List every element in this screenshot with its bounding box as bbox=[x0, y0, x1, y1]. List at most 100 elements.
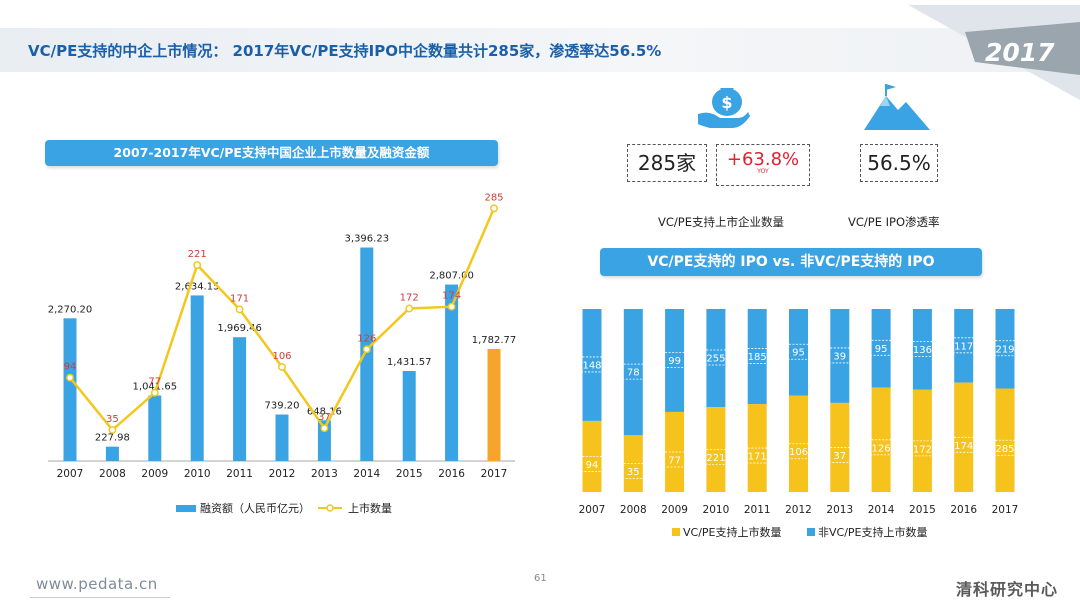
non-vcpe-bar-label: 148 bbox=[582, 360, 601, 371]
non-vcpe-bar-label: 95 bbox=[875, 344, 888, 355]
vcpe-bar bbox=[912, 389, 932, 492]
non-vcpe-bar-label: 117 bbox=[954, 341, 973, 352]
mountain-flag-icon bbox=[864, 84, 930, 130]
left-x-tick-label: 2016 bbox=[438, 468, 465, 480]
vcpe-bar bbox=[871, 387, 891, 492]
legend-marker-count bbox=[326, 504, 334, 512]
vcpe-bar-label: 126 bbox=[872, 443, 891, 454]
non-vcpe-bar bbox=[995, 309, 1015, 389]
footer-brand: 清科研究中心 bbox=[956, 580, 1059, 599]
amount-bar bbox=[487, 348, 501, 461]
vcpe-bar bbox=[830, 402, 850, 492]
amount-bar-label: 739.20 bbox=[265, 401, 300, 412]
non-vcpe-bar-label: 39 bbox=[833, 351, 846, 362]
left-x-tick-label: 2011 bbox=[226, 468, 253, 480]
footer-divider bbox=[30, 597, 170, 598]
kpi-count-box: 285家 bbox=[627, 144, 707, 182]
left-x-tick-label: 2013 bbox=[311, 468, 338, 480]
amount-bar-label: 2,270.20 bbox=[48, 304, 93, 315]
right-x-tick-label: 2013 bbox=[826, 504, 853, 516]
amount-bar-label: 227.98 bbox=[95, 433, 130, 444]
amount-bar bbox=[317, 420, 331, 461]
footer-url[interactable]: www.pedata.cn bbox=[36, 575, 158, 593]
count-point bbox=[447, 302, 456, 311]
non-vcpe-label-box bbox=[867, 339, 895, 356]
non-vcpe-bar bbox=[623, 309, 643, 436]
right-chart: 148 94 78 35 99 77 255 221 185 171 95 106 39 37 95 126 1… bbox=[578, 309, 1019, 539]
count-point-label: 35 bbox=[106, 414, 119, 425]
count-point-label: 171 bbox=[230, 293, 249, 304]
money-bag-hand-icon: $ bbox=[698, 88, 750, 128]
non-vcpe-bar bbox=[747, 309, 767, 405]
count-point bbox=[108, 426, 117, 434]
amount-bar bbox=[148, 395, 162, 461]
count-point bbox=[362, 345, 371, 354]
amount-bar bbox=[275, 414, 289, 461]
amount-bar-label: 3,396.23 bbox=[345, 234, 390, 245]
count-point-label: 285 bbox=[484, 192, 503, 203]
header-bar bbox=[0, 28, 1080, 72]
kpi-growth-box: +63.8% YOY bbox=[716, 144, 810, 186]
non-vcpe-bar bbox=[706, 309, 726, 408]
legend-label-amount: 融资额（人民币亿元） bbox=[200, 502, 310, 515]
vcpe-label-box bbox=[702, 449, 730, 465]
vcpe-bar bbox=[995, 388, 1015, 492]
non-vcpe-bar-label: 255 bbox=[706, 354, 725, 365]
year-badge-shape bbox=[908, 5, 1080, 100]
non-vcpe-bar bbox=[830, 309, 850, 403]
left-x-tick-label: 2010 bbox=[184, 468, 211, 480]
amount-bar bbox=[402, 371, 416, 461]
vcpe-bar-label: 94 bbox=[586, 460, 599, 471]
non-vcpe-bar-label: 136 bbox=[913, 345, 932, 356]
left-x-tick-label: 2008 bbox=[99, 468, 126, 480]
amount-bar-label: 648.16 bbox=[307, 406, 342, 417]
vcpe-bar bbox=[582, 420, 602, 492]
amount-bar bbox=[105, 446, 119, 461]
vcpe-bar bbox=[665, 411, 685, 492]
vcpe-bar-label: 35 bbox=[627, 467, 640, 478]
non-vcpe-label-box bbox=[702, 349, 730, 366]
vcpe-bar-label: 221 bbox=[706, 453, 725, 464]
page-title: VC/PE支持的中企上市情况： 2017年VC/PE支持IPO中企数量共计285… bbox=[28, 42, 662, 60]
count-point-label: 94 bbox=[64, 362, 77, 373]
vcpe-label-box bbox=[867, 439, 895, 456]
amount-bar bbox=[63, 318, 77, 461]
amount-bar bbox=[360, 247, 374, 461]
vcpe-bar-label: 77 bbox=[668, 455, 681, 466]
amount-bar-label: 2,634.15 bbox=[175, 281, 220, 292]
vcpe-bar bbox=[623, 435, 643, 492]
count-point-label: 77 bbox=[148, 377, 161, 388]
non-vcpe-bar bbox=[665, 309, 685, 412]
count-point-label: 174 bbox=[442, 291, 461, 302]
vcpe-label-box bbox=[950, 436, 978, 453]
right-x-tick-label: 2011 bbox=[744, 504, 771, 516]
kpi-rate-box: 56.5% bbox=[860, 144, 938, 182]
right-x-tick-label: 2010 bbox=[703, 504, 730, 516]
left-x-tick-label: 2015 bbox=[396, 468, 423, 480]
right-x-tick-label: 2015 bbox=[909, 504, 936, 516]
vcpe-bar-label: 174 bbox=[954, 441, 973, 452]
right-x-tick-label: 2017 bbox=[992, 504, 1019, 516]
count-point-label: 221 bbox=[188, 249, 207, 260]
count-point bbox=[193, 261, 202, 269]
count-point-label: 106 bbox=[272, 351, 291, 362]
vcpe-bar bbox=[954, 382, 974, 492]
count-point bbox=[278, 363, 286, 371]
amount-bar-label: 1,041.65 bbox=[133, 382, 178, 393]
amount-bar-label: 2,807.00 bbox=[429, 271, 474, 282]
vcpe-label-box bbox=[661, 451, 688, 468]
kpi-count-label: VC/PE支持上市企业数量 bbox=[658, 215, 784, 229]
vcpe-bar-label: 106 bbox=[789, 447, 808, 458]
count-point bbox=[235, 305, 244, 314]
left-x-tick-label: 2014 bbox=[353, 468, 380, 480]
kpi-growth-value: +63.8% bbox=[726, 149, 800, 170]
legend-label-non-vcpe: 非VC/PE支持上市数量 bbox=[818, 525, 928, 539]
non-vcpe-bar bbox=[582, 309, 602, 421]
left-x-tick-label: 2012 bbox=[269, 468, 296, 480]
vcpe-label-box bbox=[991, 439, 1019, 456]
amount-bar bbox=[233, 337, 247, 461]
non-vcpe-bar-label: 185 bbox=[748, 352, 767, 363]
non-vcpe-bar bbox=[954, 309, 974, 383]
non-vcpe-bar bbox=[789, 309, 808, 396]
legend-label-count: 上市数量 bbox=[348, 501, 392, 515]
